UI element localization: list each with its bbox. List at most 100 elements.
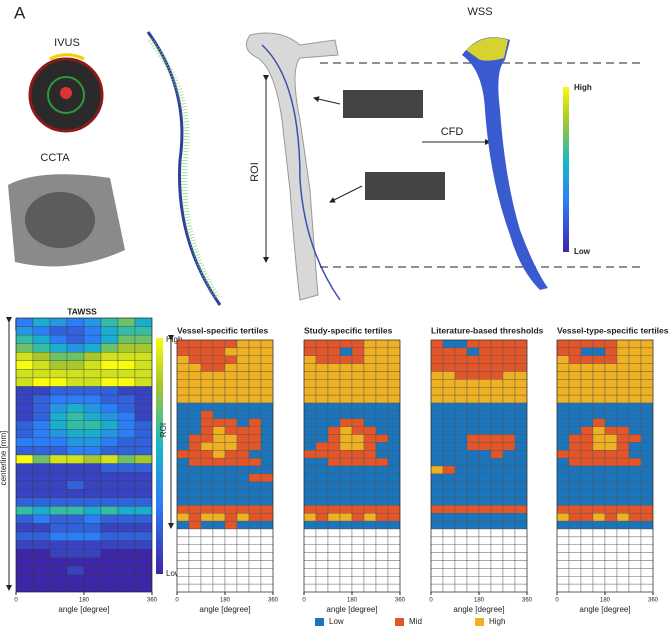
map-cell: [176, 513, 190, 522]
map-cell: [387, 457, 401, 467]
map-cell: [303, 489, 317, 498]
heat-cell: [117, 377, 136, 387]
empty-cell: [514, 583, 528, 593]
map-cell: [224, 339, 238, 349]
map-cell: [556, 402, 570, 412]
map-cell: [580, 387, 594, 396]
map-cell: [248, 402, 262, 412]
map-cell: [375, 505, 389, 514]
map-cell: [260, 434, 274, 443]
map-cell: [387, 505, 401, 514]
empty-cell: [387, 552, 401, 561]
map-cell: [514, 426, 528, 435]
empty-cell: [260, 528, 274, 538]
heat-cell: [66, 566, 85, 576]
map-cell: [387, 410, 401, 419]
map-cell: [490, 505, 504, 514]
heat-cell: [32, 429, 51, 439]
map-cell: [387, 394, 401, 404]
map-cell: [327, 339, 341, 349]
map-cell: [616, 450, 630, 459]
heat-cell: [32, 317, 51, 327]
map-cell: [236, 339, 250, 349]
map-cell: [454, 339, 468, 349]
map-cell: [363, 347, 377, 356]
map-cell: [580, 410, 594, 419]
map-cell: [556, 434, 570, 443]
map-cell: [502, 402, 516, 412]
heat-cell: [134, 531, 153, 541]
map-cell: [442, 505, 456, 514]
map-cell: [616, 363, 630, 372]
map-cell: [568, 355, 582, 364]
heat-cell: [66, 437, 85, 447]
empty-cell: [351, 568, 365, 577]
map-cell: [502, 450, 516, 459]
map-cell: [375, 394, 389, 404]
heat-cell: [134, 523, 153, 533]
heat-cell: [32, 566, 51, 576]
heat-cell: [66, 334, 85, 344]
map-cell: [640, 418, 654, 427]
heat-cell: [66, 549, 85, 558]
heat-cell: [15, 394, 34, 404]
heat-cell: [117, 420, 136, 430]
heat-cell: [32, 377, 51, 387]
map-cell: [248, 410, 262, 419]
empty-cell: [248, 560, 262, 569]
heat-cell: [100, 523, 119, 533]
map-cell: [224, 347, 238, 356]
map-cell: [248, 489, 262, 498]
map-cell: [568, 363, 582, 372]
heat-cell: [100, 420, 119, 430]
map-cell: [454, 371, 468, 380]
map-cell: [466, 410, 480, 419]
map-cell: [430, 497, 444, 506]
heat-cell: [66, 514, 85, 524]
heat-cell: [49, 446, 68, 456]
map-cell: [363, 355, 377, 364]
map-cell: [236, 418, 250, 427]
map-cell: [224, 497, 238, 506]
map-cell: [363, 520, 377, 530]
heat-cell: [100, 583, 119, 593]
map-cell: [430, 481, 444, 490]
map-cell: [176, 418, 190, 427]
map-cell: [327, 520, 341, 530]
x-tick-label: 360: [147, 598, 158, 604]
map-cell: [200, 450, 214, 459]
map-cell: [327, 505, 341, 514]
map-cell: [430, 347, 444, 356]
map-cell: [176, 339, 190, 349]
map-cell: [176, 379, 190, 388]
empty-cell: [556, 576, 570, 585]
map-cell: [212, 394, 226, 404]
empty-cell: [315, 583, 329, 593]
map-cell: [568, 387, 582, 396]
heat-cell: [15, 566, 34, 576]
map-cell: [466, 489, 480, 498]
heat-cell: [134, 463, 153, 473]
map-cell: [351, 418, 365, 427]
map-cell: [556, 418, 570, 427]
map-cell: [248, 426, 262, 435]
map-cell: [339, 450, 353, 459]
empty-cell: [514, 528, 528, 538]
map-cell: [592, 481, 606, 490]
empty-cell: [616, 544, 630, 553]
heat-cell: [15, 506, 34, 516]
heat-cell: [83, 471, 102, 481]
map-cell: [327, 465, 341, 475]
empty-cell: [339, 544, 353, 553]
map-cell: [260, 418, 274, 427]
map-cell: [303, 513, 317, 522]
map-cell: [592, 387, 606, 396]
map-cell: [628, 497, 642, 506]
map-cell: [236, 394, 250, 404]
map-cell: [568, 434, 582, 443]
heat-cell: [66, 489, 85, 498]
heat-cell: [117, 489, 136, 498]
map-cell: [490, 402, 504, 412]
empty-cell: [514, 560, 528, 569]
heat-cell: [49, 334, 68, 344]
